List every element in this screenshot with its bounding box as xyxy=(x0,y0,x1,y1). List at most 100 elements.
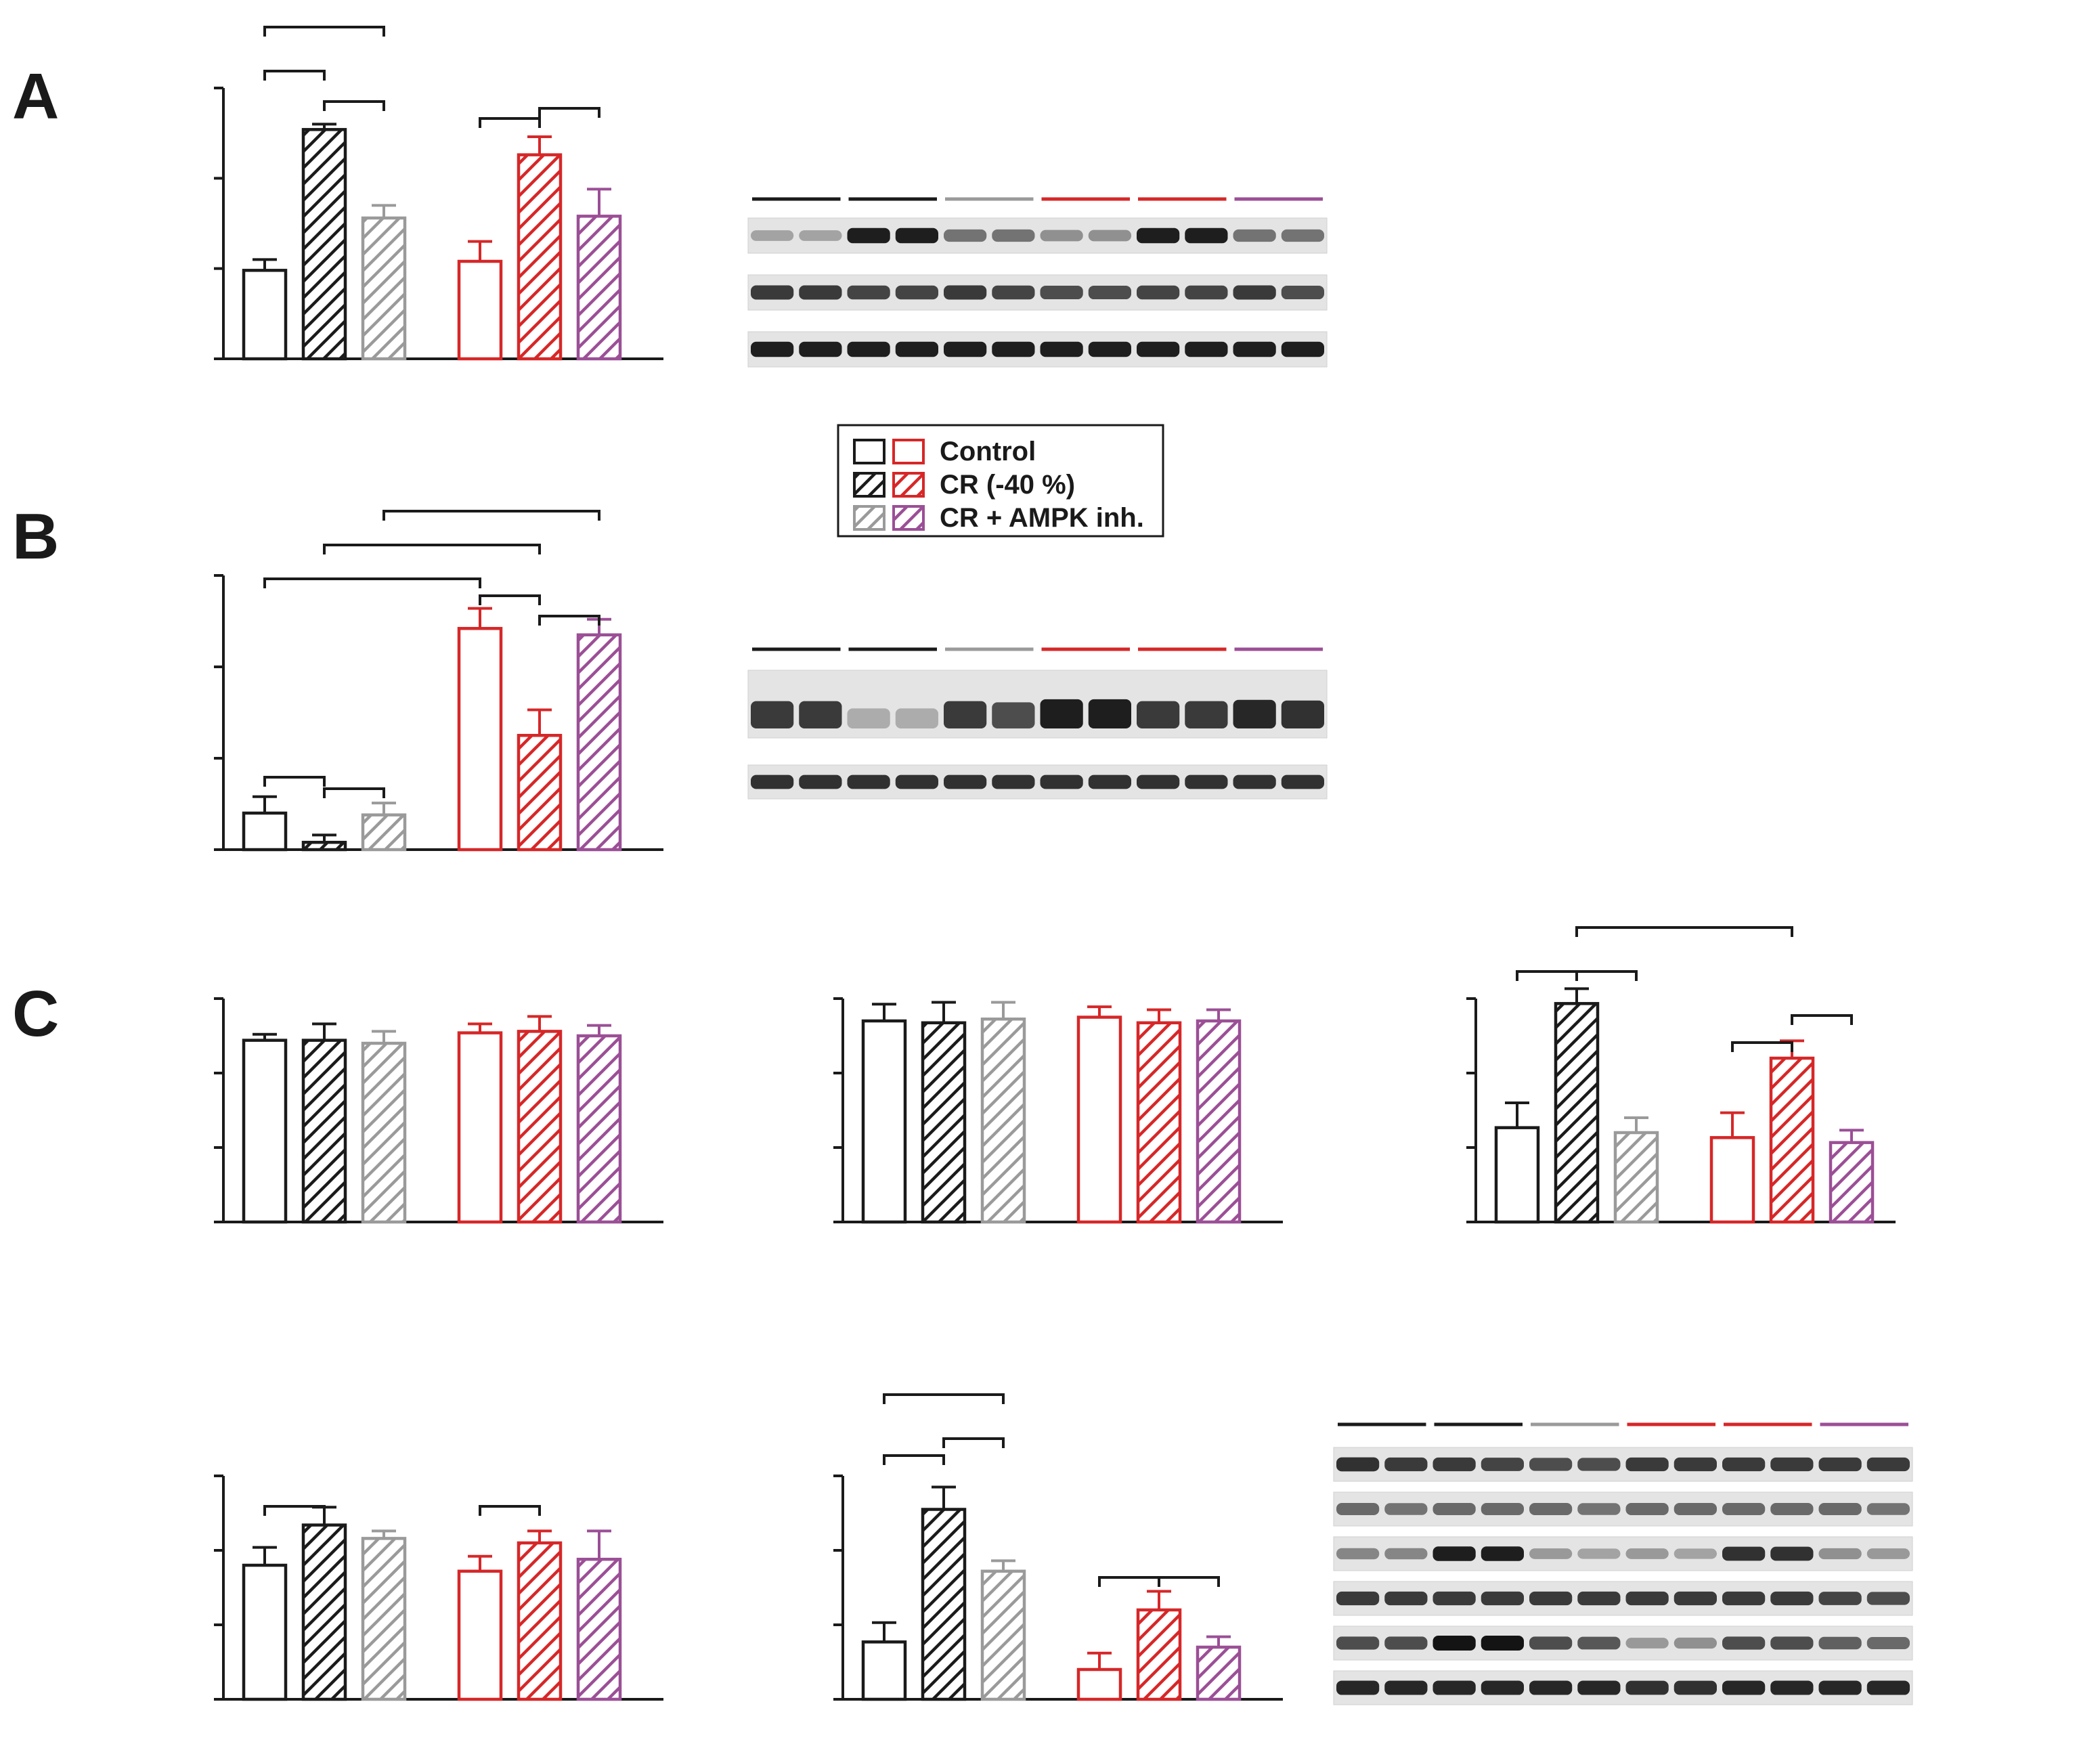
blot-band xyxy=(1432,1591,1476,1606)
blot-band xyxy=(1722,1503,1766,1515)
bar-c2-sham-1 xyxy=(921,1021,967,1224)
significance-bracket xyxy=(382,510,600,521)
blot-strip xyxy=(1333,1536,1913,1571)
blot-band xyxy=(1233,699,1276,728)
chart-cox1 xyxy=(214,1475,663,1701)
blot-band xyxy=(1866,1503,1910,1515)
bar-c3-sham-0 xyxy=(1494,1126,1540,1224)
legend-label-control: Control xyxy=(940,437,1036,466)
significance-bracket xyxy=(1731,1041,1793,1052)
blot-band xyxy=(1770,1680,1814,1695)
blot-band xyxy=(1770,1591,1814,1606)
bar-c5-infarct-2 xyxy=(1196,1645,1242,1701)
bar-c3-sham-2 xyxy=(1613,1131,1659,1224)
blot-band xyxy=(1336,1636,1380,1650)
blot-strip xyxy=(1333,1491,1913,1527)
blot-band xyxy=(1432,1546,1476,1561)
blot-band xyxy=(1432,1503,1476,1515)
bar-c2-infarct-2 xyxy=(1196,1019,1242,1224)
blot-band xyxy=(1088,699,1131,728)
blot-band xyxy=(1818,1592,1862,1605)
blot-band xyxy=(1336,1457,1380,1472)
blot-band xyxy=(1722,1546,1766,1561)
blot-band xyxy=(847,227,890,244)
blot-band xyxy=(895,708,938,728)
bar-c2-sham-2 xyxy=(980,1018,1026,1224)
blot-band xyxy=(751,701,794,728)
blot-band xyxy=(1818,1503,1862,1515)
blot-band xyxy=(1577,1591,1621,1606)
blot-band xyxy=(1185,774,1228,789)
bar-b-infarct-2 xyxy=(576,633,622,852)
blot-band xyxy=(1137,341,1180,357)
blot-band xyxy=(1185,701,1228,728)
bar-c3-infarct-2 xyxy=(1829,1141,1875,1224)
blot-band xyxy=(1384,1503,1428,1515)
blot-band xyxy=(1137,701,1180,728)
blot-b xyxy=(747,647,1328,800)
blot-band xyxy=(847,708,890,728)
significance-bracket xyxy=(263,70,326,81)
significance-bracket xyxy=(479,117,541,128)
bar-a-infarct-1 xyxy=(517,153,563,361)
blot-band xyxy=(1233,229,1276,242)
blot-band xyxy=(1866,1680,1910,1695)
blot-band xyxy=(1040,230,1083,242)
bar-c4-infarct-2 xyxy=(576,1557,622,1701)
blot-strip xyxy=(747,274,1328,311)
bar-a-sham-0 xyxy=(242,269,288,361)
blot-band xyxy=(1818,1636,1862,1650)
blot-band xyxy=(1674,1457,1717,1472)
blot-band xyxy=(1185,227,1228,244)
blot-strip xyxy=(747,217,1328,254)
bar-b-sham-2 xyxy=(361,813,407,852)
chart-pgc1alpha xyxy=(833,997,1283,1224)
bar-c1-infarct-1 xyxy=(517,1030,563,1224)
blot-band xyxy=(1481,1458,1524,1471)
blot-band xyxy=(1384,1636,1428,1650)
significance-bracket xyxy=(883,1393,1005,1404)
blot-band xyxy=(1481,1591,1524,1606)
blot-band xyxy=(1137,285,1180,300)
significance-bracket xyxy=(1158,1576,1220,1587)
significance-bracket xyxy=(263,776,326,787)
bar-c2-sham-0 xyxy=(861,1019,907,1224)
blot-band xyxy=(1529,1503,1573,1515)
blot-band xyxy=(1384,1591,1428,1606)
blot-band xyxy=(1040,285,1083,300)
blot-band xyxy=(1137,227,1180,244)
blot-band xyxy=(1818,1680,1862,1695)
blot-band xyxy=(1722,1591,1766,1606)
panel-letter-b: B xyxy=(12,500,59,573)
blot-band xyxy=(1281,774,1324,789)
chart-a xyxy=(214,26,663,361)
blot-strip xyxy=(1333,1625,1913,1661)
blot-band xyxy=(1770,1636,1814,1650)
blot-band xyxy=(1577,1503,1621,1515)
bar-c5-sham-2 xyxy=(980,1569,1026,1701)
blot-band xyxy=(992,229,1035,242)
blot-band xyxy=(944,341,987,357)
blot-band xyxy=(1625,1457,1669,1472)
legend-swatch-purple xyxy=(892,505,925,531)
blot-band xyxy=(1818,1548,1862,1560)
blot-band xyxy=(1866,1592,1910,1605)
blot-band xyxy=(1770,1457,1814,1472)
bar-c5-infarct-0 xyxy=(1076,1667,1122,1701)
blot-band xyxy=(751,285,794,300)
blot-band xyxy=(1040,699,1083,728)
blot-band xyxy=(944,285,987,300)
bar-c2-infarct-0 xyxy=(1076,1016,1122,1224)
legend-swatch-red xyxy=(892,439,925,464)
bar-a-infarct-0 xyxy=(457,259,503,361)
significance-bracket xyxy=(323,544,541,554)
blot-band xyxy=(1577,1636,1621,1650)
bar-c1-infarct-0 xyxy=(457,1031,503,1224)
blot-band xyxy=(1384,1548,1428,1560)
chart-vdac1 xyxy=(833,1393,1283,1701)
significance-bracket xyxy=(883,1454,945,1465)
bar-a-sham-2 xyxy=(361,216,407,361)
blot-band xyxy=(895,227,938,244)
blot-band xyxy=(847,774,890,789)
